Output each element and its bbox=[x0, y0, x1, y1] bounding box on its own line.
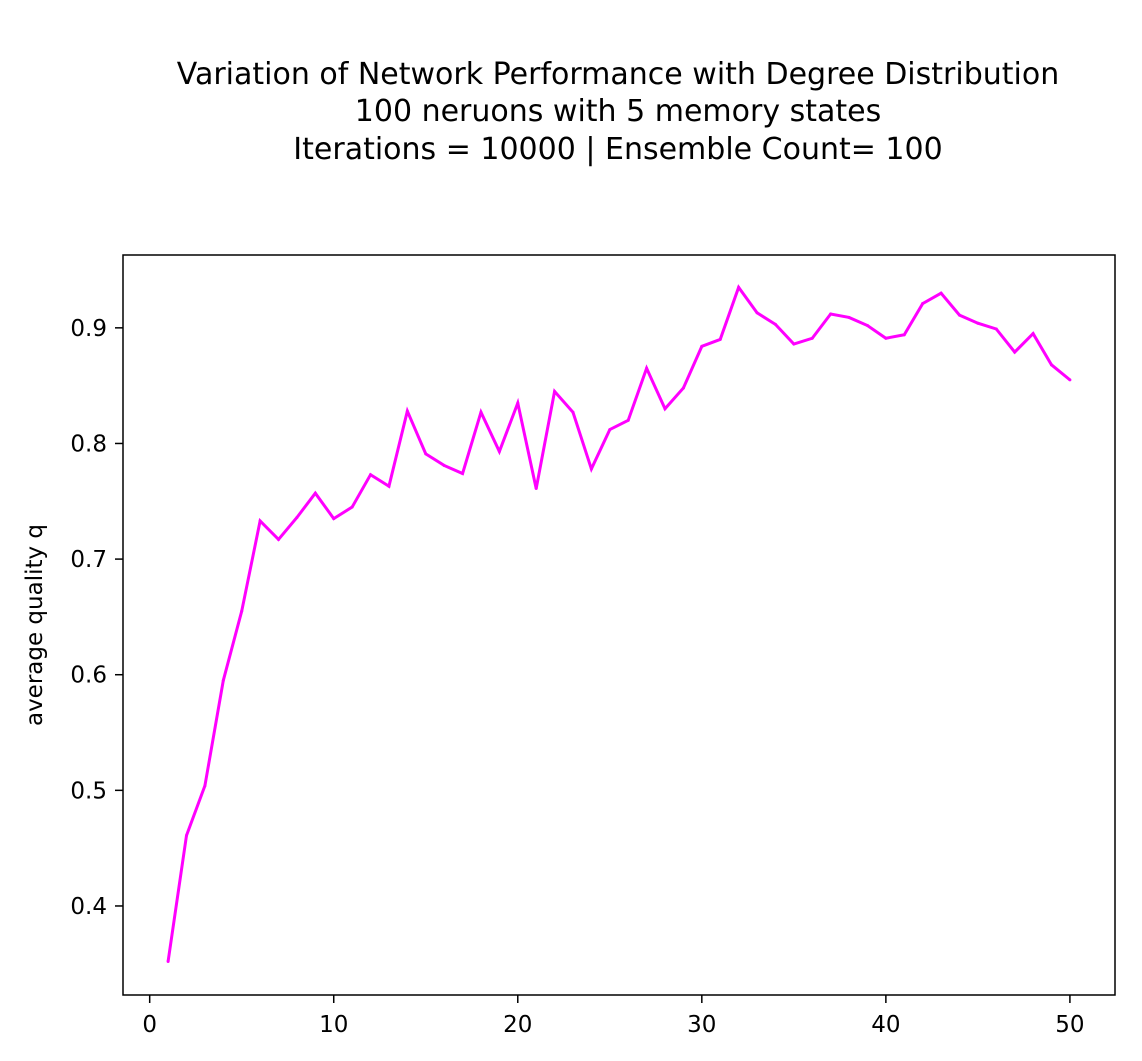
y-tick-label: 0.5 bbox=[70, 778, 107, 804]
data-point bbox=[424, 452, 428, 456]
data-point bbox=[461, 472, 465, 476]
data-point bbox=[240, 609, 244, 613]
x-tick-label: 20 bbox=[503, 1012, 532, 1038]
chart-title: Variation of Network Performance with De… bbox=[177, 57, 1059, 167]
x-tick-label: 10 bbox=[319, 1012, 348, 1038]
data-point bbox=[663, 407, 667, 411]
data-point bbox=[810, 336, 814, 340]
data-point bbox=[479, 410, 483, 414]
chart-title-line-1: Variation of Network Performance with De… bbox=[177, 57, 1059, 92]
data-point bbox=[369, 473, 373, 477]
data-point bbox=[185, 833, 188, 837]
data-point bbox=[608, 428, 612, 432]
data-point bbox=[994, 327, 998, 331]
data-point bbox=[626, 418, 630, 422]
data-point bbox=[332, 517, 336, 521]
y-axis-ticks: 0.4 0.5 0.6 0.7 0.8 0.9 bbox=[70, 316, 123, 920]
data-point bbox=[295, 515, 299, 519]
y-tick-label: 0.9 bbox=[70, 316, 107, 342]
data-point bbox=[534, 487, 538, 491]
data-point bbox=[902, 333, 906, 337]
data-point bbox=[516, 401, 520, 405]
data-point bbox=[829, 312, 833, 316]
plot-area-frame bbox=[122, 254, 1116, 996]
x-tick-label: 0 bbox=[142, 1012, 157, 1038]
data-point bbox=[571, 410, 575, 414]
data-point bbox=[865, 324, 869, 328]
data-point bbox=[737, 285, 741, 289]
data-point bbox=[681, 386, 685, 390]
chart-title-line-3: Iterations = 10000 | Ensemble Count= 100 bbox=[293, 132, 942, 167]
data-point bbox=[166, 959, 170, 963]
data-point bbox=[884, 336, 888, 340]
y-tick-label: 0.6 bbox=[70, 663, 107, 689]
data-point bbox=[553, 389, 557, 393]
y-tick-label: 0.4 bbox=[70, 894, 107, 920]
chart-title-line-2: 100 neruons with 5 memory states bbox=[355, 94, 881, 129]
data-point bbox=[221, 679, 225, 682]
data-point bbox=[755, 311, 759, 315]
data-point bbox=[497, 450, 501, 454]
x-axis-ticks: 0 10 20 30 40 50 bbox=[142, 995, 1085, 1038]
data-point bbox=[442, 463, 446, 467]
data-point bbox=[589, 467, 593, 471]
y-tick-label: 0.8 bbox=[70, 431, 107, 457]
data-point bbox=[976, 321, 980, 325]
data-point bbox=[718, 337, 722, 341]
data-point bbox=[792, 342, 796, 346]
data-point bbox=[847, 315, 851, 319]
data-point bbox=[258, 519, 262, 523]
y-tick-label: 0.7 bbox=[70, 547, 107, 573]
x-tick-label: 50 bbox=[1055, 1012, 1084, 1038]
data-point bbox=[773, 322, 777, 326]
x-tick-label: 40 bbox=[871, 1012, 900, 1038]
data-point bbox=[1013, 350, 1017, 354]
y-axis-label: average quality q bbox=[22, 524, 48, 726]
x-tick-label: 30 bbox=[687, 1012, 716, 1038]
plot-series bbox=[166, 284, 1072, 963]
data-point bbox=[277, 537, 281, 541]
data-point bbox=[700, 344, 704, 348]
data-point bbox=[1031, 332, 1035, 336]
data-point bbox=[957, 313, 961, 317]
data-point bbox=[387, 484, 391, 488]
data-point bbox=[203, 784, 207, 788]
series-line bbox=[166, 284, 1071, 962]
data-point bbox=[939, 291, 943, 295]
data-point bbox=[1050, 363, 1053, 367]
data-point bbox=[405, 409, 409, 413]
data-point bbox=[645, 366, 649, 370]
data-point bbox=[921, 302, 925, 306]
data-point bbox=[1068, 378, 1072, 382]
data-point bbox=[313, 491, 317, 495]
data-point bbox=[350, 505, 354, 509]
